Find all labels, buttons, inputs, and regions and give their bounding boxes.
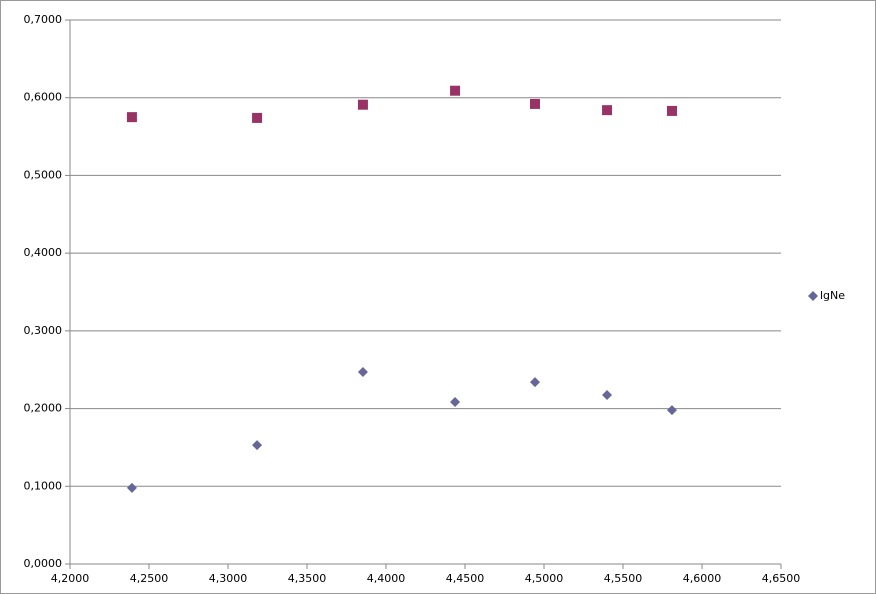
point [252,440,263,451]
x-tick-label: 4,6000 [683,572,722,585]
x-tick-label: 4,2500 [130,572,169,585]
point [602,389,613,400]
point [357,99,368,110]
x-tick-label: 4,5000 [525,572,564,585]
legend-marker [808,291,818,301]
y-tick-label: 0,6000 [24,91,63,104]
x-tick-label: 4,2000 [51,572,90,585]
point [450,85,461,96]
y-tick-label: 0,2000 [24,402,63,415]
x-tick-label: 4,5500 [604,572,643,585]
y-tick-label: 0,1000 [24,479,63,492]
point [357,367,368,378]
x-tick-label: 4,4500 [446,572,485,585]
point [666,105,677,116]
point [602,105,613,116]
point [126,482,137,493]
y-tick-label: 0,7000 [24,13,63,26]
x-tick-label: 4,6500 [762,572,801,585]
legend-label: lgNe [820,289,845,302]
point [252,112,263,123]
point [450,396,461,407]
x-tick-label: 4,4000 [367,572,406,585]
y-tick-label: 0,3000 [24,324,63,337]
point [126,112,137,123]
point [666,405,677,416]
y-tick-label: 0,0000 [24,557,63,570]
x-tick-label: 4,3000 [209,572,248,585]
point [529,377,540,388]
y-tick-label: 0,5000 [24,168,63,181]
point [529,98,540,109]
x-tick-label: 4,3500 [288,572,327,585]
y-tick-label: 0,4000 [24,246,63,259]
